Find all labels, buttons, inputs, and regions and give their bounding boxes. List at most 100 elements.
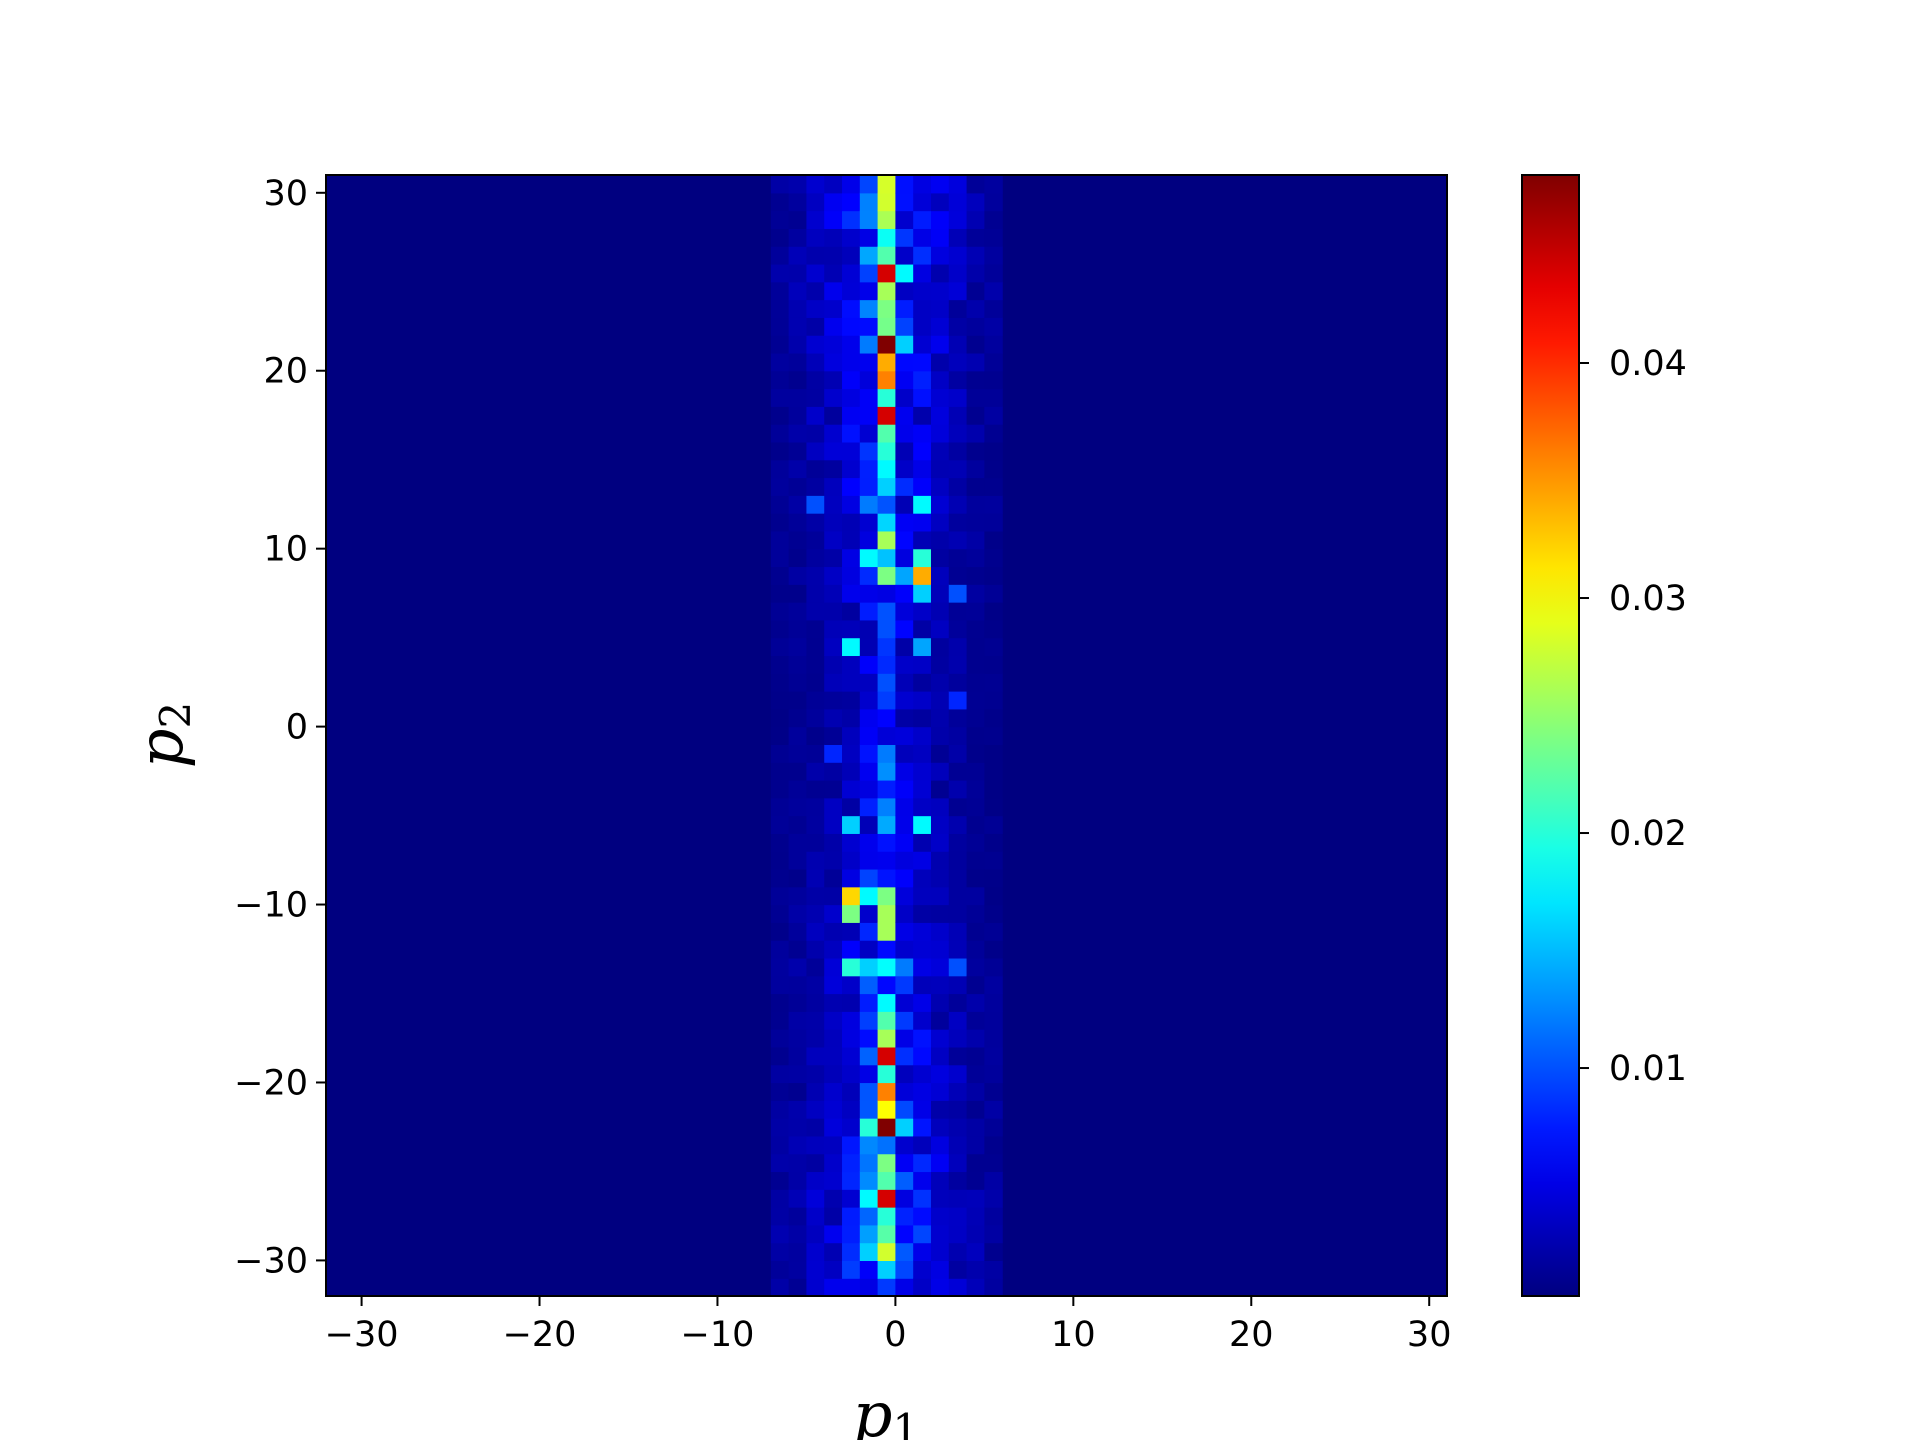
heatmap-cell — [913, 1100, 932, 1119]
heatmap-cell — [948, 886, 968, 906]
heatmap-cell — [877, 1029, 896, 1048]
heatmap-cell — [842, 797, 861, 817]
heatmap-cell — [824, 993, 843, 1012]
heatmap-cell — [984, 1260, 1003, 1279]
heatmap-cell — [806, 513, 825, 532]
heatmap-cell — [966, 886, 985, 906]
heatmap-cell — [966, 388, 985, 407]
heatmap-cell — [895, 566, 914, 585]
heatmap-cell — [930, 1242, 950, 1262]
heatmap-cell — [984, 726, 1003, 745]
heatmap-cell — [966, 352, 985, 372]
heatmap-cell — [877, 263, 896, 283]
heatmap-cell — [895, 1135, 914, 1155]
heatmap-cell — [770, 655, 790, 674]
y-tick-label: −20 — [234, 1063, 308, 1103]
heatmap-cell — [877, 815, 896, 834]
heatmap-cell — [966, 513, 985, 532]
heatmap-cell — [788, 673, 808, 692]
heatmap-cell — [859, 1135, 879, 1155]
heatmap-cell — [877, 370, 896, 390]
heatmap-cell — [877, 673, 896, 692]
heatmap-cell — [770, 1189, 790, 1208]
heatmap-cell — [913, 210, 932, 229]
heatmap-cell — [948, 602, 968, 621]
heatmap-cell — [895, 548, 914, 568]
heatmap-cell — [842, 548, 861, 568]
heatmap-cell — [948, 1082, 968, 1101]
heatmap-cell — [859, 1171, 879, 1190]
heatmap-cell — [824, 957, 843, 977]
heatmap-cell — [930, 619, 950, 639]
heatmap-cell — [984, 317, 1003, 336]
heatmap-cell — [770, 797, 790, 817]
heatmap-cell — [859, 477, 879, 496]
heatmap-cell — [842, 691, 861, 710]
heatmap-cell — [859, 815, 879, 834]
heatmap-cell — [770, 1153, 790, 1173]
heatmap-cell — [948, 317, 968, 336]
heatmap-cell — [877, 726, 896, 745]
heatmap-cell — [842, 210, 861, 229]
heatmap-cell — [824, 406, 843, 425]
heatmap-cell — [877, 637, 896, 657]
heatmap-cell — [930, 548, 950, 568]
heatmap-cell — [824, 459, 843, 479]
heatmap-cell — [984, 1064, 1003, 1084]
heatmap-cell — [859, 459, 879, 479]
heatmap-cell — [859, 210, 879, 229]
heatmap-cell — [788, 281, 808, 301]
heatmap-cell — [770, 1171, 790, 1190]
heatmap-cell — [788, 904, 808, 923]
heatmap-cell — [770, 1118, 790, 1137]
heatmap-cell — [948, 175, 968, 194]
heatmap-cell — [913, 619, 932, 639]
heatmap-cell — [788, 1189, 808, 1208]
heatmap-cell — [895, 530, 914, 550]
heatmap-cell — [770, 477, 790, 496]
heatmap-cell — [984, 744, 1003, 763]
heatmap-cell — [984, 441, 1003, 461]
heatmap-cell — [859, 281, 879, 301]
heatmap-cell — [788, 1046, 808, 1066]
heatmap-cell — [913, 1278, 932, 1296]
heatmap-cell — [930, 246, 950, 265]
heatmap-cell — [984, 1171, 1003, 1190]
heatmap-cell — [806, 619, 825, 639]
heatmap-cell — [842, 281, 861, 301]
heatmap-cell — [948, 584, 968, 603]
heatmap-cell — [824, 513, 843, 532]
heatmap-cell — [913, 175, 932, 194]
heatmap-cell — [930, 352, 950, 372]
heatmap-cell — [913, 388, 932, 407]
heatmap-cell — [966, 708, 985, 728]
heatmap-cell — [859, 335, 879, 354]
heatmap-cell — [824, 246, 843, 265]
heatmap-cell — [984, 851, 1003, 870]
heatmap-cell — [770, 1064, 790, 1084]
heatmap-cell — [913, 1224, 932, 1244]
heatmap-cell — [895, 637, 914, 657]
heatmap-cell — [895, 1082, 914, 1101]
heatmap-cell — [877, 1242, 896, 1262]
heatmap-cell — [913, 993, 932, 1012]
heatmap-cell — [788, 1207, 808, 1226]
heatmap-cell — [966, 406, 985, 425]
heatmap-cell — [913, 1029, 932, 1048]
heatmap-cell — [859, 1100, 879, 1119]
heatmap-cell — [877, 708, 896, 728]
heatmap-cell — [966, 548, 985, 568]
heatmap-cell — [877, 619, 896, 639]
heatmap-cell — [984, 370, 1003, 390]
heatmap-cell — [824, 691, 843, 710]
heatmap-cell — [806, 1224, 825, 1244]
heatmap-cell — [806, 922, 825, 941]
heatmap-cell — [788, 424, 808, 443]
heatmap-cell — [842, 1189, 861, 1208]
heatmap-cell — [859, 530, 879, 550]
heatmap-cell — [824, 584, 843, 603]
heatmap-cell — [877, 584, 896, 603]
heatmap-cell — [966, 1171, 985, 1190]
heatmap-cell — [913, 851, 932, 870]
heatmap-cell — [788, 317, 808, 336]
